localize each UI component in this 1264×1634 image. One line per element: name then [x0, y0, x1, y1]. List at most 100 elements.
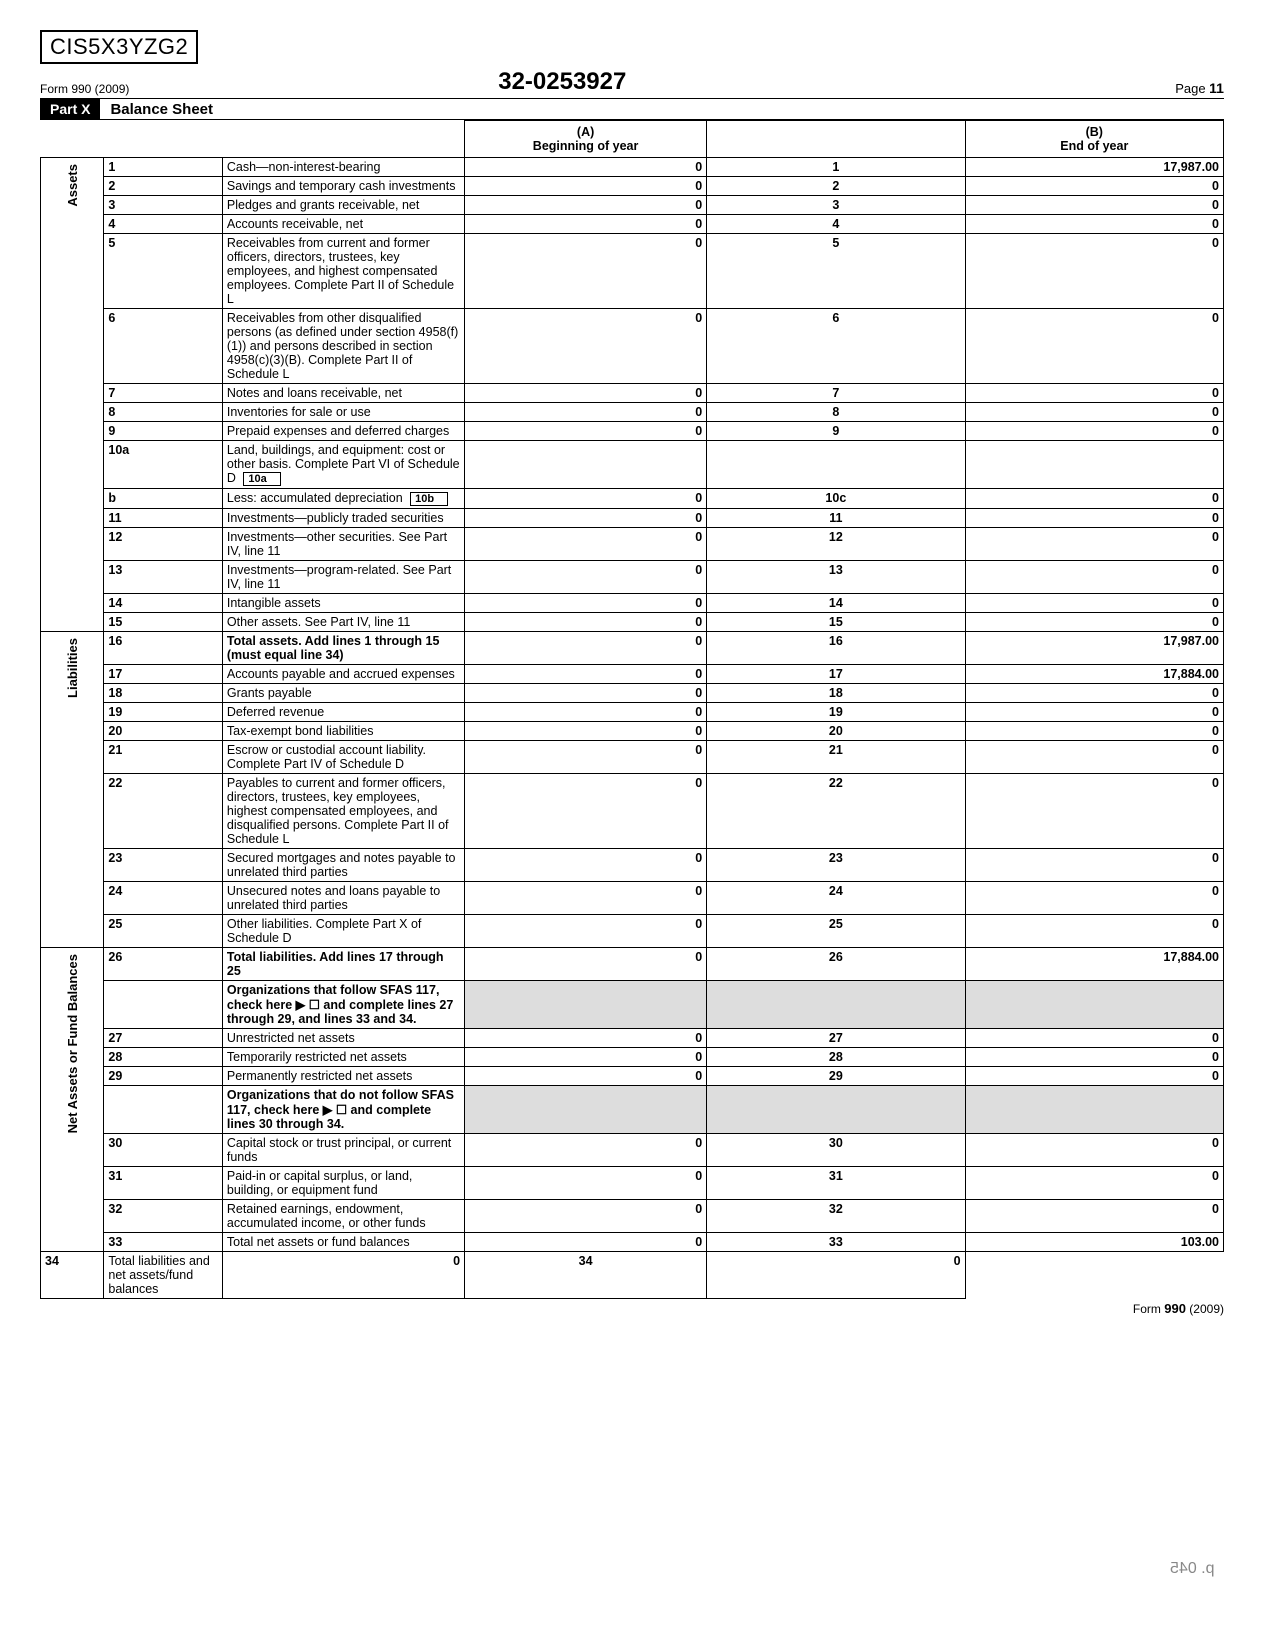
col-line-num: 14 [707, 594, 965, 613]
section-label: Assets [41, 158, 104, 632]
col-b-value: 0 [965, 177, 1223, 196]
line-number: 24 [104, 882, 223, 915]
col-a-value: 0 [465, 915, 707, 948]
col-line-num: 3 [707, 196, 965, 215]
line-number: 7 [104, 384, 223, 403]
line-description: Prepaid expenses and deferred charges [222, 422, 464, 441]
line-description: Payables to current and former officers,… [222, 774, 464, 849]
col-a-value: 0 [465, 384, 707, 403]
col-a-value: 0 [465, 215, 707, 234]
line-description: Total assets. Add lines 1 through 15 (mu… [222, 632, 464, 665]
col-b-value [965, 1086, 1223, 1134]
col-b-value: 17,884.00 [965, 665, 1223, 684]
line-description: Temporarily restricted net assets [222, 1048, 464, 1067]
col-b-value: 17,884.00 [965, 948, 1223, 981]
form-label: Form 990 (2009) [40, 82, 129, 96]
line-number: 15 [104, 613, 223, 632]
col-line-num: 1 [707, 158, 965, 177]
table-row: bLess: accumulated depreciation 10b010c0 [41, 489, 1224, 509]
table-row: 13Investments—program-related. See Part … [41, 561, 1224, 594]
line-number: 28 [104, 1048, 223, 1067]
part-title: Balance Sheet [110, 101, 213, 118]
col-line-num: 11 [707, 509, 965, 528]
line-description: Permanently restricted net assets [222, 1067, 464, 1086]
table-row: 34Total liabilities and net assets/fund … [41, 1252, 1224, 1299]
col-line-num: 24 [707, 882, 965, 915]
table-row: 30Capital stock or trust principal, or c… [41, 1134, 1224, 1167]
col-line-num: 9 [707, 422, 965, 441]
col-a-value: 0 [465, 403, 707, 422]
col-line-num: 25 [707, 915, 965, 948]
col-b-value: 0 [965, 384, 1223, 403]
table-row: Net Assets or Fund Balances26Total liabi… [41, 948, 1224, 981]
table-row: 28Temporarily restricted net assets0280 [41, 1048, 1224, 1067]
col-line-num: 6 [707, 309, 965, 384]
line-description: Organizations that follow SFAS 117, chec… [222, 981, 464, 1029]
table-row: 12Investments—other securities. See Part… [41, 528, 1224, 561]
line-number: 11 [104, 509, 223, 528]
col-b-value: 0 [965, 882, 1223, 915]
line-description: Capital stock or trust principal, or cur… [222, 1134, 464, 1167]
line-number: 23 [104, 849, 223, 882]
line-number: 12 [104, 528, 223, 561]
line-number: 22 [104, 774, 223, 849]
line-description: Other liabilities. Complete Part X of Sc… [222, 915, 464, 948]
col-b-value: 103.00 [965, 1233, 1223, 1252]
col-a-value: 0 [465, 528, 707, 561]
table-row: 9Prepaid expenses and deferred charges09… [41, 422, 1224, 441]
col-line-num: 10c [707, 489, 965, 509]
section-label: Liabilities [41, 632, 104, 948]
line-number [104, 981, 223, 1029]
line-number: 5 [104, 234, 223, 309]
col-a-value: 0 [465, 234, 707, 309]
col-a-value: 0 [465, 684, 707, 703]
col-b-value: 0 [965, 215, 1223, 234]
col-a-value: 0 [465, 177, 707, 196]
line-description: Cash—non-interest-bearing [222, 158, 464, 177]
col-line-num: 20 [707, 722, 965, 741]
col-b-value: 0 [965, 234, 1223, 309]
line-description: Paid-in or capital surplus, or land, bui… [222, 1167, 464, 1200]
line-description: Investments—other securities. See Part I… [222, 528, 464, 561]
line-number: 6 [104, 309, 223, 384]
table-row: 14Intangible assets0140 [41, 594, 1224, 613]
col-a-value: 0 [465, 1029, 707, 1048]
col-b-value: 0 [965, 561, 1223, 594]
line-number: 9 [104, 422, 223, 441]
line-description: Grants payable [222, 684, 464, 703]
col-a-value: 0 [465, 741, 707, 774]
table-row: 17Accounts payable and accrued expenses0… [41, 665, 1224, 684]
col-line-num: 4 [707, 215, 965, 234]
col-a-value: 0 [465, 561, 707, 594]
col-a-value: 0 [465, 1167, 707, 1200]
line-description: Tax-exempt bond liabilities [222, 722, 464, 741]
line-number: 21 [104, 741, 223, 774]
table-row: 27Unrestricted net assets0270 [41, 1029, 1224, 1048]
col-b-value: 0 [965, 774, 1223, 849]
col-line-num [707, 1086, 965, 1134]
col-a-value: 0 [465, 703, 707, 722]
col-b-value: 0 [965, 1134, 1223, 1167]
col-line-num: 16 [707, 632, 965, 665]
col-line-num: 33 [707, 1233, 965, 1252]
col-a-value: 0 [465, 882, 707, 915]
line-description: Deferred revenue [222, 703, 464, 722]
col-line-num: 18 [707, 684, 965, 703]
col-b-value: 0 [707, 1252, 965, 1299]
line-description: Accounts payable and accrued expenses [222, 665, 464, 684]
table-row: 32Retained earnings, endowment, accumula… [41, 1200, 1224, 1233]
col-line-num: 22 [707, 774, 965, 849]
table-row: 5Receivables from current and former off… [41, 234, 1224, 309]
col-line-num: 28 [707, 1048, 965, 1067]
col-a-header: (A)Beginning of year [465, 121, 707, 158]
line-number: 27 [104, 1029, 223, 1048]
line-number: b [104, 489, 223, 509]
col-b-value: 0 [965, 741, 1223, 774]
line-description: Less: accumulated depreciation 10b [222, 489, 464, 509]
table-row: 25 Other liabilities. Complete Part X of … [41, 915, 1224, 948]
line-description: Total liabilities and net assets/fund ba… [104, 1252, 223, 1299]
col-b-value: 0 [965, 1167, 1223, 1200]
col-line-num: 26 [707, 948, 965, 981]
ein: 32-0253927 [498, 68, 626, 96]
col-line-num: 31 [707, 1167, 965, 1200]
